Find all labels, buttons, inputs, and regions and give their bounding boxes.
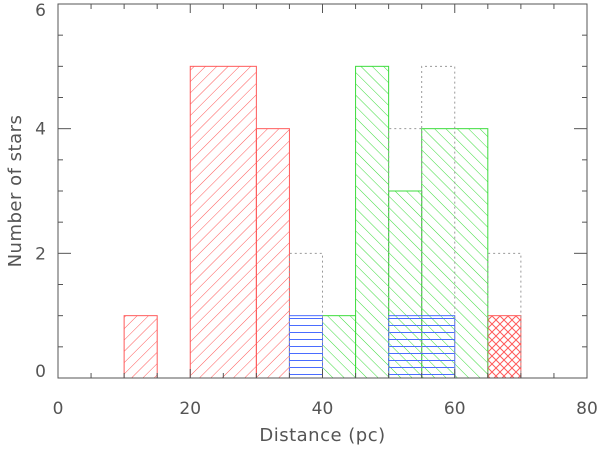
y-tick-label: 2 bbox=[35, 244, 46, 264]
x-tick-label: 80 bbox=[576, 399, 598, 419]
bar-series3-bin3 bbox=[487, 252, 522, 378]
bar-layer bbox=[123, 65, 522, 379]
bar-series1-bin0 bbox=[322, 315, 357, 379]
y-tick-label: 6 bbox=[35, 1, 46, 21]
bar-series0-bin1 bbox=[189, 65, 257, 379]
bar-series3-bin2 bbox=[421, 65, 456, 378]
y-axis-title: Number of stars bbox=[5, 115, 26, 268]
bar-series3-bin0 bbox=[288, 252, 323, 378]
bar-series0-bin2 bbox=[255, 128, 290, 379]
x-tick-label: 20 bbox=[179, 399, 201, 419]
x-tick-label: 0 bbox=[53, 399, 64, 419]
x-tick-label: 40 bbox=[312, 399, 334, 419]
y-tick-label: 4 bbox=[35, 120, 46, 140]
bar-series2-bin0 bbox=[288, 315, 323, 379]
label-layer: 0 20 40 60 80 0 2 4 6 Distance (pc) Number of star… bbox=[5, 1, 598, 446]
bar-series3-bin1 bbox=[388, 128, 423, 378]
bar-series0-bin0 bbox=[123, 315, 158, 379]
bar-series1-bin1 bbox=[355, 65, 390, 379]
bar-series0-bin3 bbox=[487, 315, 522, 379]
y-tick-label: 0 bbox=[35, 362, 46, 382]
x-tick-label: 60 bbox=[444, 399, 466, 419]
x-axis-title: Distance (pc) bbox=[259, 425, 385, 446]
tick-layer bbox=[57, 3, 588, 379]
